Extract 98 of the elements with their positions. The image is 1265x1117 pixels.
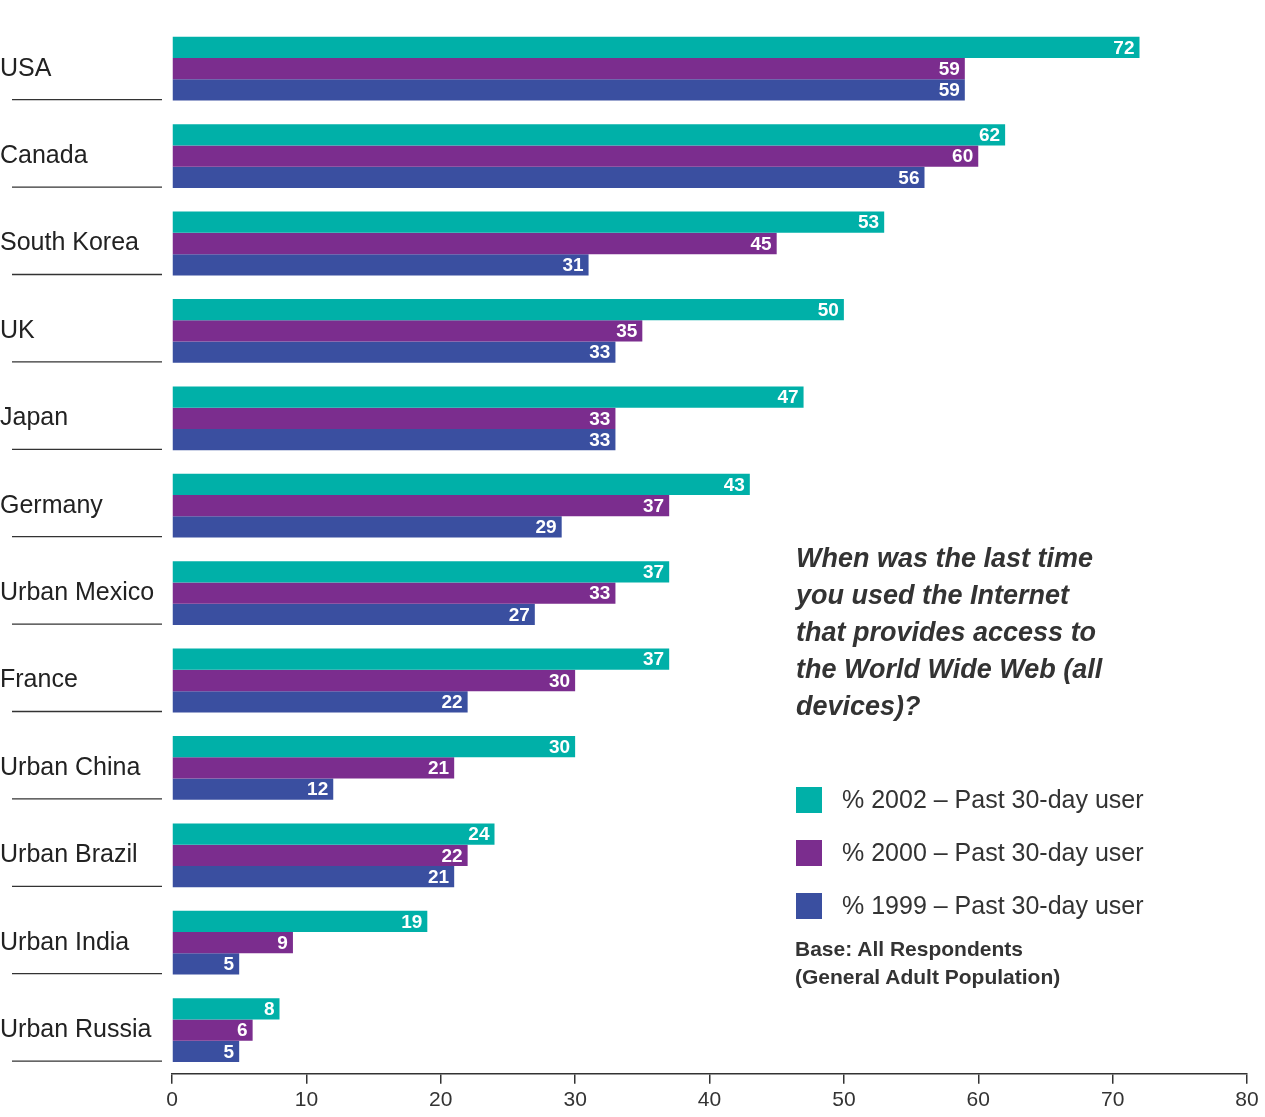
bar: [172, 844, 468, 866]
bar: [172, 736, 576, 758]
bar: [172, 473, 750, 496]
data-label: 62: [978, 124, 1001, 146]
y-tick-label: UK: [0, 314, 36, 343]
bar: [172, 932, 293, 954]
data-label: 59: [938, 57, 960, 79]
bar: [172, 648, 670, 670]
annotation: Base: All Respondents (General Adult Population): [795, 936, 1061, 990]
data-label: 56: [898, 166, 920, 188]
data-label: 8: [263, 998, 275, 1020]
x-tick-label: 40: [697, 1087, 722, 1111]
data-label: 29: [535, 516, 557, 538]
data-label: 33: [589, 341, 611, 363]
bar: [172, 1019, 253, 1041]
data-label: 47: [777, 386, 799, 408]
legend-label: % 2002 – Past 30-day user: [842, 785, 1144, 814]
data-label: 37: [643, 494, 665, 516]
data-label: 33: [589, 428, 611, 450]
data-label: 43: [723, 473, 745, 495]
data-label: 37: [643, 561, 665, 583]
bar: [172, 998, 280, 1020]
bar: [172, 910, 428, 933]
data-label: 30: [548, 669, 571, 691]
data-label: 59: [938, 79, 960, 101]
bar: [172, 299, 844, 321]
x-tick-label: 60: [966, 1087, 990, 1111]
data-label: 31: [562, 254, 584, 275]
bar: [172, 865, 455, 888]
x-tick-label: 30: [563, 1087, 587, 1111]
bar: [172, 124, 1006, 146]
y-tick-label: Canada: [0, 139, 88, 168]
data-label: 72: [1113, 36, 1135, 58]
bar: [172, 561, 670, 583]
data-label: 53: [858, 211, 880, 233]
legend-label: % 1999 – Past 30-day user: [842, 891, 1144, 920]
bar: [172, 166, 925, 188]
data-label: 22: [441, 691, 463, 712]
data-label: 35: [616, 320, 638, 342]
bar: [172, 232, 777, 255]
bar: [172, 582, 616, 604]
bar: [172, 386, 804, 408]
x-tick-label: 20: [429, 1087, 453, 1111]
bar: [172, 1040, 240, 1062]
x-tick-label: 70: [1100, 1087, 1125, 1111]
x-tick-label: 50: [832, 1087, 856, 1111]
y-tick-label: Urban Brazil: [0, 839, 138, 868]
bar: [172, 254, 589, 276]
y-tick-label: Urban China: [0, 751, 141, 780]
data-label: 5: [223, 953, 235, 975]
data-label: 12: [307, 778, 329, 800]
x-tick-label: 80: [1235, 1087, 1259, 1111]
data-label: 27: [508, 603, 530, 625]
y-tick-label: Urban Russia: [0, 1013, 152, 1042]
data-label: 9: [277, 931, 288, 953]
bar: [172, 79, 965, 101]
bar: [172, 320, 643, 342]
data-label: 30: [548, 735, 571, 757]
data-label: 19: [401, 910, 423, 932]
bar: [172, 145, 979, 167]
y-tick-label: USA: [0, 52, 52, 81]
bar: [172, 341, 616, 363]
data-label: 21: [428, 757, 450, 779]
text: When was the last time you used the Internet that provides access to the World Wide Web (all devices)?: [796, 542, 1104, 723]
y-tick-label: Japan: [0, 402, 69, 431]
data-label: 6: [237, 1019, 248, 1041]
legend-label: % 2000 – Past 30-day user: [842, 838, 1144, 867]
bar: [172, 603, 535, 625]
bar: [172, 58, 965, 80]
bar: [172, 757, 455, 779]
data-label: 50: [817, 298, 839, 320]
x-tick-label: 10: [294, 1087, 319, 1111]
bar: [172, 211, 885, 233]
y-tick-label: Urban India: [0, 926, 130, 955]
bar: [172, 36, 1140, 59]
bar: [172, 428, 616, 451]
bar: [172, 669, 576, 692]
bar: [172, 495, 670, 517]
data-label: 33: [589, 407, 611, 429]
y-tick-label: Germany: [0, 489, 104, 518]
data-label: 21: [428, 865, 450, 887]
data-label: 5: [223, 1040, 235, 1062]
bar: [172, 823, 495, 845]
bar: [172, 407, 616, 429]
data-label: 60: [952, 145, 974, 167]
x-tick-label: 0: [166, 1087, 178, 1111]
y-tick-label: South Korea: [0, 227, 140, 256]
bar: [172, 953, 240, 975]
bar: [172, 778, 334, 800]
bar: [172, 691, 468, 713]
data-label: 37: [643, 648, 665, 670]
data-label: 22: [441, 844, 463, 866]
data-label: 24: [468, 823, 490, 845]
bar: [172, 516, 562, 538]
y-tick-label: Urban Mexico: [0, 576, 155, 605]
data-label: 45: [750, 232, 773, 254]
data-label: 33: [589, 582, 611, 604]
y-tick-label: France: [0, 664, 78, 693]
